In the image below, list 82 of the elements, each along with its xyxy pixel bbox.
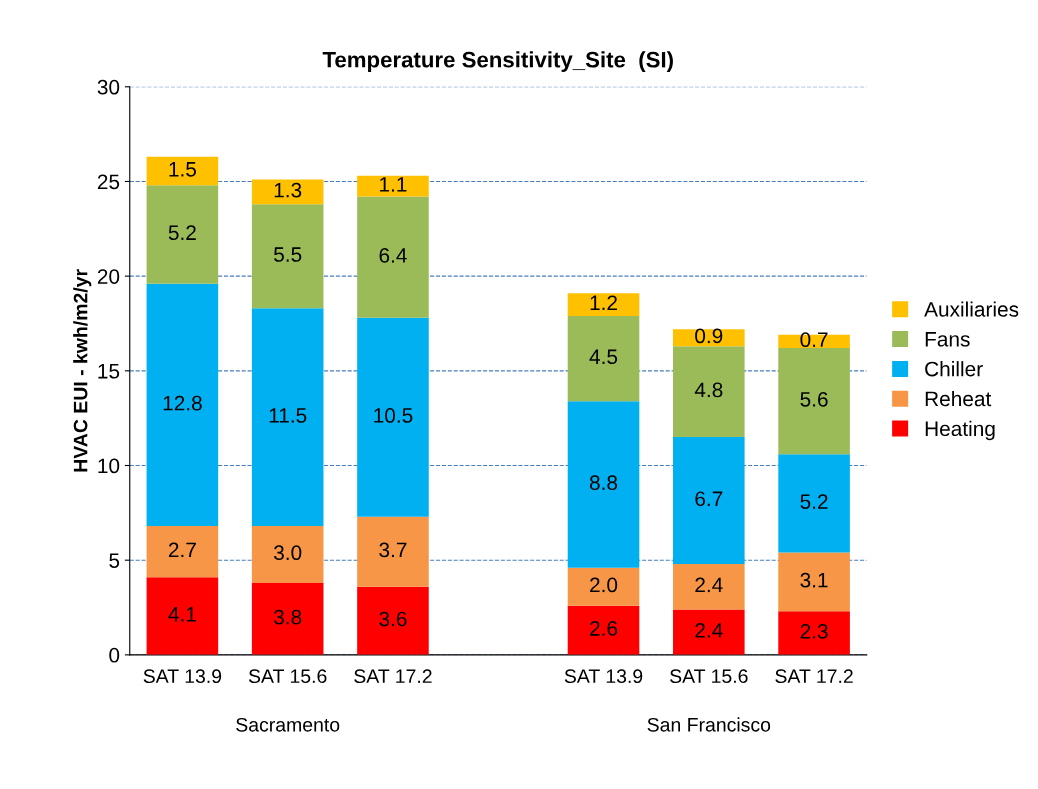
- y-tick-label: 10: [98, 458, 120, 474]
- bar: [251, 526, 324, 583]
- data-label: 2.6: [590, 621, 618, 636]
- legend-label: Auxiliaries: [924, 301, 1019, 317]
- data-label: 3.7: [379, 542, 407, 558]
- bar: [146, 283, 219, 527]
- data-label: 3.1: [800, 572, 828, 588]
- data-label: 11.5: [269, 408, 307, 423]
- data-label: 5.2: [168, 225, 196, 241]
- bar: [251, 204, 324, 309]
- bar: [251, 179, 324, 205]
- data-label: 5.2: [800, 494, 828, 509]
- chart-title: Temperature Sensitivity_Site (SI): [322, 51, 673, 72]
- bar: [778, 348, 850, 455]
- data-label: 6.4: [379, 248, 407, 263]
- bar: [778, 334, 850, 349]
- bar: [567, 293, 640, 316]
- bar: [673, 609, 745, 655]
- y-tick-label: 0: [109, 647, 120, 663]
- data-label: 6.7: [695, 491, 723, 507]
- data-label: 4.1: [168, 607, 196, 622]
- bar: [146, 156, 219, 186]
- data-label: 2.4: [695, 622, 723, 638]
- bar: [567, 315, 640, 402]
- data-label: 10.5: [374, 408, 413, 423]
- bar: [146, 185, 219, 284]
- text: Sacramento: [236, 717, 340, 732]
- data-label: 1.2: [590, 295, 617, 310]
- y-tick-label: 25: [97, 174, 120, 190]
- data-label: 1.5: [169, 162, 196, 177]
- data-label: 4.8: [694, 382, 723, 398]
- bar: [251, 308, 324, 527]
- y-tick-label: 15: [98, 364, 120, 379]
- bar: [778, 552, 850, 612]
- bar: [567, 605, 640, 655]
- data-label: 2.3: [800, 623, 828, 639]
- data-label: 2.7: [168, 542, 196, 558]
- bar: [567, 401, 640, 568]
- y-axis-title: HVAC EUI - kwh/m2/yr: [73, 269, 92, 472]
- bar: [146, 526, 219, 578]
- bar: [673, 346, 745, 438]
- bar: [778, 611, 850, 655]
- data-label: 1.3: [274, 182, 302, 198]
- data-label: 4.5: [589, 349, 618, 365]
- data-label: 3.6: [379, 611, 407, 627]
- data-label: 5.5: [274, 247, 302, 262]
- bar: [673, 329, 745, 347]
- y-tick-label: 5: [109, 553, 120, 568]
- bar: [567, 567, 640, 606]
- data-label: 0.9: [695, 328, 723, 344]
- data-label: 5.6: [800, 391, 828, 407]
- x-tick-label: SAT 17.2: [354, 669, 432, 684]
- bar: [673, 563, 745, 610]
- legend-label: Reheat: [925, 390, 992, 407]
- x-tick-label: SAT 17.2: [775, 669, 853, 684]
- y-tick-label: 20: [97, 269, 120, 284]
- x-tick-label: SAT 15.6: [248, 669, 327, 684]
- legend-label: Fans: [925, 332, 970, 347]
- bar: [357, 317, 429, 517]
- data-label: 3.0: [273, 545, 302, 561]
- data-label: 0.7: [800, 332, 828, 348]
- bar: [357, 196, 429, 318]
- bar: [778, 454, 850, 553]
- data-label: 2.4: [695, 577, 723, 593]
- bar: [146, 577, 219, 655]
- y-tick-label: 30: [97, 79, 120, 95]
- data-label: 2.0: [590, 577, 618, 593]
- legend-label: Heating: [925, 420, 995, 441]
- data-label: 8.8: [589, 475, 618, 491]
- data-label: 3.8: [273, 609, 302, 625]
- data-label: 12.8: [163, 395, 202, 411]
- x-tick-label: SAT 13.9: [564, 669, 643, 684]
- bar: [251, 582, 324, 655]
- legend-label: Chiller: [925, 361, 983, 377]
- x-tick-label: SAT 13.9: [143, 669, 222, 684]
- x-tick-label: SAT 15.6: [670, 669, 748, 684]
- text: San Francisco: [647, 717, 771, 732]
- bar: [357, 586, 429, 655]
- bar: [357, 175, 429, 197]
- bar: [357, 516, 429, 587]
- bar: [673, 437, 745, 564]
- data-label: 1.1: [380, 177, 407, 192]
